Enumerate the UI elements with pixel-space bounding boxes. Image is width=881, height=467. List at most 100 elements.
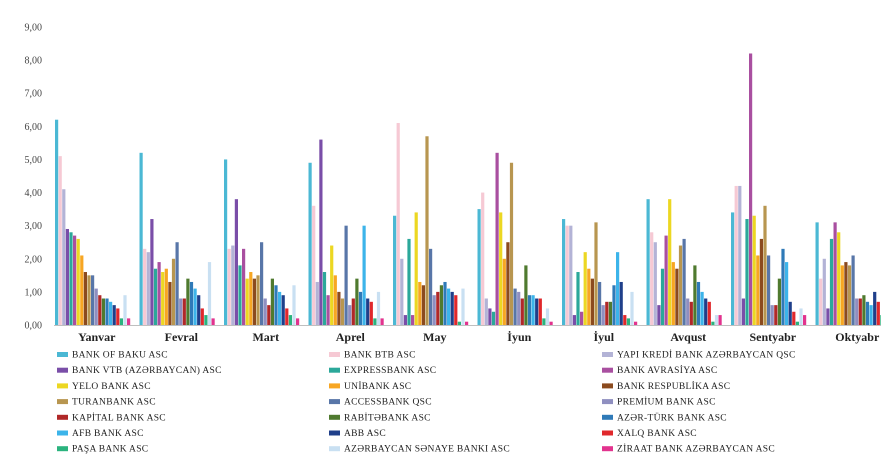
bar <box>340 298 345 325</box>
bar <box>865 301 870 325</box>
bar <box>344 225 348 325</box>
bar <box>315 281 319 325</box>
bar <box>393 215 397 325</box>
bar <box>91 275 95 325</box>
bar <box>447 288 451 325</box>
bar <box>502 258 506 325</box>
legend-label: ABB ASC <box>344 429 386 439</box>
legend-swatch <box>57 383 68 389</box>
legend-label: PREMİUM BANK ASC <box>617 396 716 408</box>
bar <box>164 268 168 325</box>
legend-swatch <box>329 383 340 389</box>
bar <box>517 291 521 325</box>
bar <box>718 315 722 325</box>
x-category-label: İyul <box>593 330 614 344</box>
bar <box>146 252 150 325</box>
bar <box>481 192 485 325</box>
bar <box>348 305 352 325</box>
bar <box>671 262 675 325</box>
bar <box>509 162 514 325</box>
legend-label: ACCESSBANK QSC <box>344 398 432 408</box>
bar <box>362 225 366 325</box>
bar <box>281 295 285 325</box>
bar <box>168 281 172 325</box>
bar <box>369 301 373 325</box>
bar <box>150 219 154 325</box>
bar <box>520 298 524 325</box>
legend-label: KAPİTAL BANK ASC <box>72 411 166 423</box>
bar <box>731 212 735 325</box>
bar <box>538 298 542 325</box>
legend-swatch <box>329 446 340 452</box>
bar <box>696 281 701 325</box>
bar <box>337 291 341 325</box>
bar <box>256 275 260 325</box>
bar <box>355 278 359 325</box>
bar <box>876 301 880 325</box>
bar <box>668 199 672 325</box>
bar <box>774 305 778 325</box>
y-tick-label: 6,00 <box>25 122 43 133</box>
bar <box>414 212 418 325</box>
bar <box>292 285 296 325</box>
legend-label: BANK AVRASİYA ASC <box>617 364 718 376</box>
bar <box>477 209 481 325</box>
bar <box>171 258 176 325</box>
bar <box>443 281 447 325</box>
bar <box>139 152 143 325</box>
legend-label: AFB BANK ASC <box>72 429 144 439</box>
bar <box>562 219 566 325</box>
bar <box>749 53 753 326</box>
bar <box>182 298 186 325</box>
bar <box>623 315 627 325</box>
bar <box>326 295 330 325</box>
bar <box>535 298 539 325</box>
legend-label: YAPI KREDİ BANK AZƏRBAYCAN QSC <box>617 349 796 361</box>
bar <box>646 199 650 325</box>
bar <box>799 308 803 325</box>
bar <box>189 281 194 325</box>
bar <box>484 298 488 325</box>
bar <box>545 308 550 325</box>
bar <box>506 242 510 325</box>
bar <box>847 265 852 325</box>
y-axis-ticks: 0,00 1,00 2,00 3,00 4,00 5,00 6,00 7,00 8,00 9,00 <box>25 23 43 332</box>
bar <box>411 315 415 325</box>
legend: BANK OF BAKU ASC BANK BTB ASC YAPI KREDİ B… <box>57 349 796 455</box>
bar <box>429 248 433 325</box>
bar <box>549 321 553 325</box>
bar <box>296 318 300 325</box>
bar <box>660 268 665 325</box>
bar <box>127 318 131 325</box>
legend-label: BANK RESPUBLİKA ASC <box>617 380 730 392</box>
bar <box>312 205 316 325</box>
legend-swatch <box>602 367 613 373</box>
bar <box>249 272 253 325</box>
bar <box>376 291 381 325</box>
bar <box>76 238 80 325</box>
legend-label: UNİBANK ASC <box>344 380 411 392</box>
bar <box>83 272 87 325</box>
bar <box>777 278 781 325</box>
bar <box>689 301 693 325</box>
bar <box>333 275 337 325</box>
bar <box>204 315 208 325</box>
bar <box>457 321 461 325</box>
bar <box>634 321 638 325</box>
bar <box>792 311 796 325</box>
bar <box>686 298 690 325</box>
bar <box>657 305 661 325</box>
bar <box>465 321 469 325</box>
legend-label: AZƏRBAYCAN SƏNAYE BANKI ASC <box>344 445 510 455</box>
legend-swatch <box>57 414 68 420</box>
bar <box>664 235 668 325</box>
bar <box>270 278 274 325</box>
bar <box>308 162 312 325</box>
bar <box>565 225 569 325</box>
bar <box>58 156 62 325</box>
bar <box>675 268 679 325</box>
bar <box>869 305 873 325</box>
bar <box>193 288 197 325</box>
bar <box>738 185 742 325</box>
x-category-label: May <box>423 330 446 344</box>
